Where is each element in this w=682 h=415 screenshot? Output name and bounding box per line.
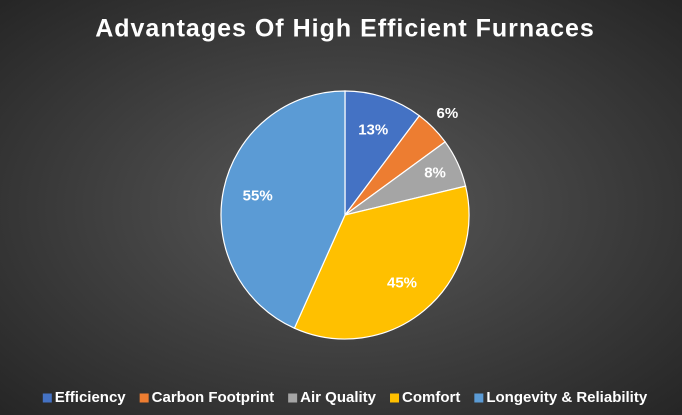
legend-label: Air Quality xyxy=(300,389,377,406)
chart-title: Advantages Of High Efficient Furnaces xyxy=(95,15,595,43)
legend-label: Efficiency xyxy=(55,389,127,406)
pie-slice xyxy=(344,90,421,217)
legend-swatch xyxy=(390,393,400,403)
pie-slice xyxy=(220,90,346,329)
legend-swatch xyxy=(139,393,149,403)
legend-swatch xyxy=(288,393,298,403)
data-label: 6% xyxy=(436,105,458,122)
legend-label: Longevity & Reliability xyxy=(486,389,648,406)
data-label: 8% xyxy=(424,164,446,181)
legend-swatch xyxy=(474,393,484,403)
data-label: 13% xyxy=(358,121,388,138)
legend-label: Carbon Footprint xyxy=(152,389,274,406)
legend-label: Comfort xyxy=(402,389,460,406)
data-label: 45% xyxy=(387,275,417,292)
legend-swatch xyxy=(42,393,52,403)
pie-slice xyxy=(293,185,470,340)
data-label: 55% xyxy=(243,187,273,204)
